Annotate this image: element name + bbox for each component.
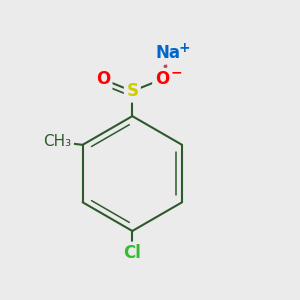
Text: −: − <box>170 66 182 80</box>
Text: O: O <box>155 70 169 88</box>
Text: Cl: Cl <box>123 244 141 262</box>
Text: CH₃: CH₃ <box>44 134 72 149</box>
Text: O: O <box>96 70 110 88</box>
Text: +: + <box>178 40 190 55</box>
Text: S: S <box>126 82 138 100</box>
Text: Na: Na <box>155 44 180 62</box>
